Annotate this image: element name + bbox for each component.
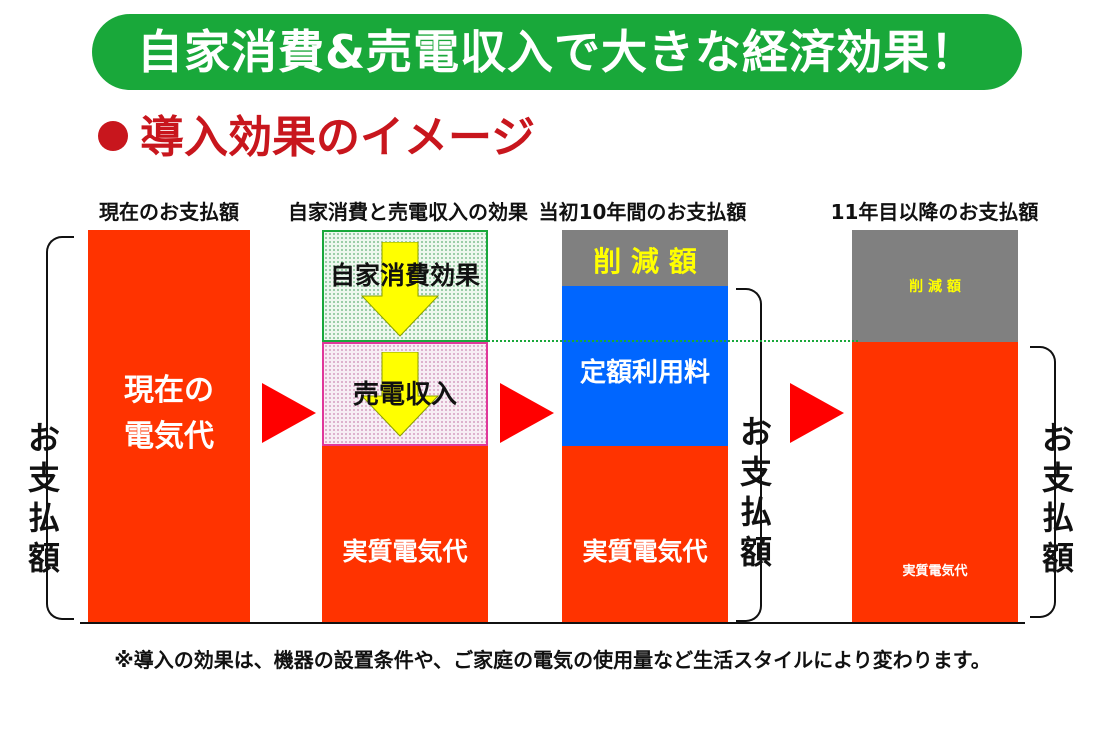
real-bill-bar-first10 xyxy=(562,446,728,622)
next-arrow-icon xyxy=(500,383,554,443)
payment-char: 額 xyxy=(739,533,772,571)
reduction-label-after11: 削 減 額 xyxy=(909,279,961,295)
subtitle-text: 導入効果のイメージ xyxy=(140,112,536,163)
title-banner: 自家消費&売電収入で大きな経済効果！ xyxy=(92,14,1022,90)
payment-label-left: お 支 払 額 xyxy=(26,418,62,578)
down-arrow-icon xyxy=(360,242,440,337)
payment-char: 払 xyxy=(27,499,60,537)
baseline xyxy=(80,622,1025,624)
payment-char: 支 xyxy=(739,453,772,491)
payment-bracket-right xyxy=(1030,346,1056,618)
real-bill-label-first10: 実質電気代 xyxy=(582,537,708,566)
subtitle: 導入効果のイメージ xyxy=(98,108,535,168)
payment-char: 支 xyxy=(1041,459,1074,497)
payment-label-middle: お 支 払 額 xyxy=(738,412,774,572)
footnote: ※導入の効果は、機器の設置条件や、ご家庭の電気の使用量など生活スタイルにより変わ… xyxy=(114,648,991,672)
payment-char: 額 xyxy=(1041,539,1074,577)
column-label-current: 現在のお支払額 xyxy=(99,200,239,224)
real-bill-bar-effect xyxy=(322,446,488,622)
payment-char: お xyxy=(1041,419,1074,457)
payment-label-right: お 支 払 額 xyxy=(1040,418,1076,578)
column-label-first10: 当初10年間のお支払額 xyxy=(538,200,747,224)
column-label-after11: 11年目以降のお支払額 xyxy=(830,200,1039,224)
real-bill-label-after11: 実質電気代 xyxy=(902,564,968,579)
current-bill-bar xyxy=(88,230,250,622)
payment-char: 支 xyxy=(27,459,60,497)
sales-income-label: 売電収入 xyxy=(352,380,457,410)
real-bill-bar-after11 xyxy=(852,342,1018,622)
current-bill-line2: 電気代 xyxy=(124,419,214,454)
payment-bracket-left xyxy=(46,236,74,620)
payment-bracket-middle xyxy=(736,288,762,622)
reference-guide-line xyxy=(488,340,858,342)
payment-char: お xyxy=(739,413,772,451)
current-bill-label: 現在の 電気代 xyxy=(88,368,250,460)
reduction-bar-first10 xyxy=(562,230,728,286)
bullet-dot-icon xyxy=(98,121,128,151)
fixed-fee-label: 定額利用料 xyxy=(579,358,710,388)
payment-char: 払 xyxy=(739,493,772,531)
current-bill-line1: 現在の xyxy=(124,373,214,408)
reduction-bar-after11 xyxy=(852,230,1018,342)
down-arrow-icon xyxy=(360,352,440,437)
fixed-fee-bar xyxy=(562,286,728,446)
reduction-label-first10: 削 減 額 xyxy=(593,245,697,278)
next-arrow-icon xyxy=(262,383,316,443)
real-bill-label-effect: 実質電気代 xyxy=(342,537,468,566)
payment-char: 額 xyxy=(27,539,60,577)
payment-char: 払 xyxy=(1041,499,1074,537)
self-consumption-label: 自家消費効果 xyxy=(329,261,480,290)
next-arrow-icon xyxy=(790,383,844,443)
payment-char: お xyxy=(27,419,60,457)
column-label-effect: 自家消費と売電収入の効果 xyxy=(288,200,528,224)
